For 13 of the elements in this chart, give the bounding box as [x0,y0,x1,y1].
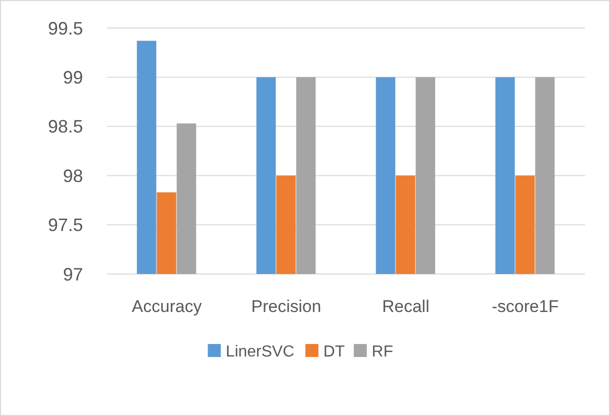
legend-label: LinerSVC [226,344,294,361]
x-tick-label: Recall [382,297,430,316]
legend-label: RF [372,344,394,361]
x-tick-label: Accuracy [132,297,202,316]
y-tick-label: 99.5 [48,18,83,38]
y-tick-label: 98 [62,166,83,186]
y-tick-label: 99 [62,68,83,88]
x-tick-label: -score1F [492,297,559,316]
x-tick-label: Precision [251,297,322,316]
legend-label: DT [323,344,345,361]
y-tick-label: 97.5 [48,215,83,236]
y-tick-label: 97 [62,264,83,284]
y-tick-label: 98.5 [48,116,83,137]
